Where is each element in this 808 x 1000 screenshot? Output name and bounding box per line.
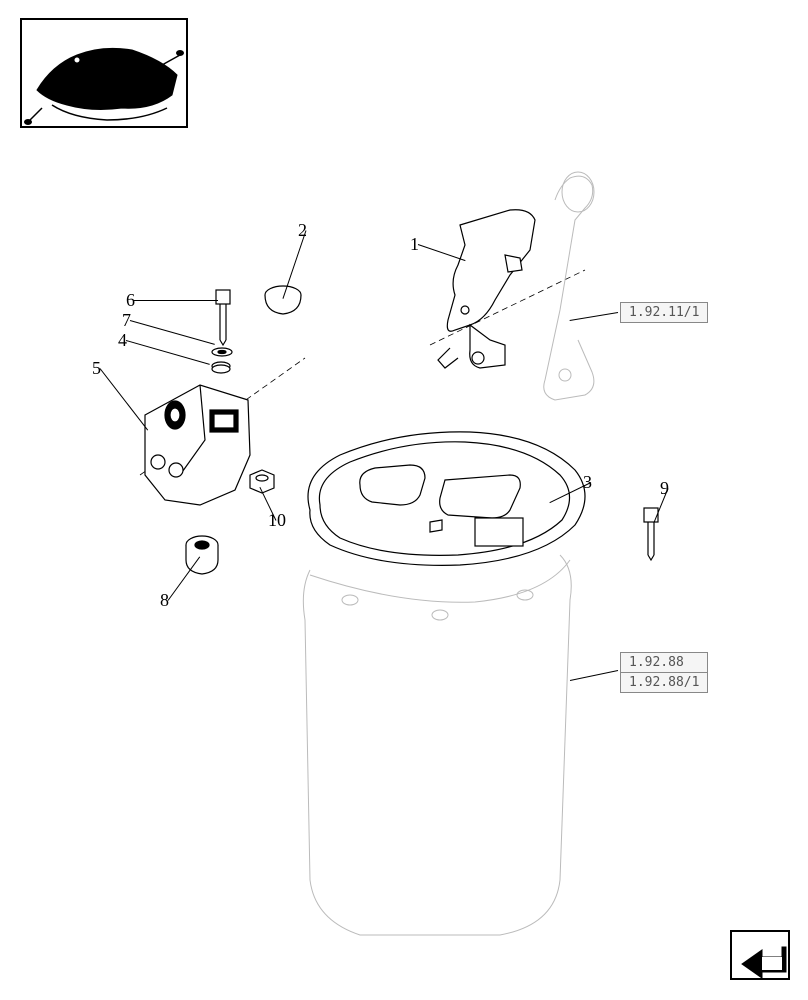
part-1 (438, 210, 535, 368)
part-3 (308, 432, 585, 565)
callout-3: 3 (583, 472, 592, 493)
corner-return-icon[interactable] (730, 930, 790, 980)
callout-6: 6 (126, 290, 135, 311)
ref-box-2: 1.92.88 1.92.88/1 (620, 652, 708, 692)
arrow-icon (732, 932, 792, 982)
part-7 (212, 348, 232, 356)
callout-1: 1 (410, 234, 419, 255)
callout-5: 5 (92, 358, 101, 379)
callout-9: 9 (660, 478, 669, 499)
ref-box-1: 1.92.11/1 (620, 302, 708, 323)
callout-8: 8 (160, 590, 169, 611)
callout-2: 2 (298, 220, 307, 241)
callout-7: 7 (122, 310, 131, 331)
callout-4: 4 (118, 330, 127, 351)
exploded-diagram (0, 0, 808, 1000)
part-6 (216, 290, 230, 345)
part-5 (145, 385, 250, 505)
callout-10: 10 (268, 510, 286, 531)
ref-base (303, 555, 571, 935)
leader-line (134, 300, 218, 301)
ref-label: 1.92.88 (620, 652, 708, 673)
part-4 (212, 362, 230, 373)
ref-label: 1.92.88/1 (620, 672, 708, 693)
part-2 (265, 286, 301, 314)
ref-label: 1.92.11/1 (629, 305, 699, 320)
